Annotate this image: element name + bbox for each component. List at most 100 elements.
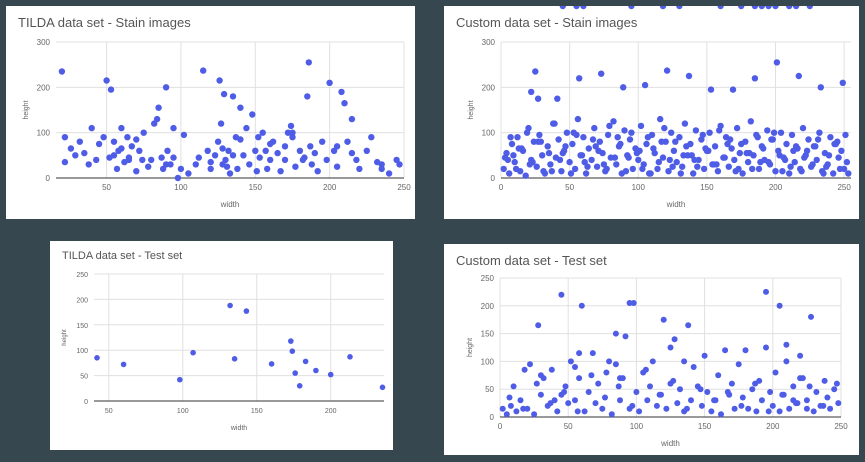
- scatter-point: [647, 383, 653, 390]
- scatter-point: [81, 149, 88, 157]
- scatter-point: [528, 88, 535, 96]
- scatter-point: [820, 402, 827, 409]
- scatter-point: [267, 140, 274, 148]
- scatter-point: [517, 397, 524, 404]
- scatter-point: [614, 134, 621, 141]
- scatter-point: [763, 344, 769, 351]
- scatter-point: [738, 140, 745, 148]
- scatter-point: [786, 170, 793, 177]
- scatter-point: [255, 134, 262, 141]
- scatter-point: [835, 154, 842, 161]
- scatter-point: [158, 154, 165, 161]
- chart-panel-tilda-test: TILDA data set - Test set 0 50 100 150 200 25…: [50, 241, 393, 450]
- scatter-point: [628, 6, 635, 10]
- scatter-point: [504, 156, 512, 164]
- scatter-point: [758, 6, 765, 10]
- scatter-point: [216, 77, 223, 84]
- scatter-point: [617, 140, 624, 148]
- scatter-point: [783, 341, 790, 348]
- scatter-point: [580, 134, 587, 141]
- scatter-plot: 0 50 100 150 200 250 0 50 100 150 200 250 width heigh…: [467, 274, 848, 448]
- scatter-point: [633, 389, 640, 395]
- scatter-point: [603, 369, 610, 376]
- x-tick-label: 250: [837, 183, 851, 192]
- scatter-point: [567, 358, 574, 365]
- scatter-point: [556, 156, 564, 164]
- y-tick-label: 100: [482, 129, 496, 138]
- scatter-point: [555, 136, 562, 143]
- scatter-point: [663, 67, 671, 74]
- scatter-point: [596, 138, 603, 145]
- scatter-point: [615, 383, 622, 390]
- scatter-point: [603, 165, 610, 173]
- scatter-point: [592, 400, 599, 407]
- scatter-point: [536, 131, 543, 139]
- y-tick-label: 300: [37, 38, 51, 47]
- scatter-point: [637, 122, 645, 130]
- scatter-point: [673, 158, 680, 166]
- scatter-point: [162, 84, 170, 91]
- scatter-point: [714, 168, 722, 175]
- scatter-point: [665, 168, 672, 175]
- scatter-point: [672, 138, 679, 145]
- scatter-point: [67, 145, 75, 152]
- scatter-point: [563, 129, 571, 136]
- chart-title: Custom data set - Test set: [456, 253, 607, 268]
- scatter-point: [725, 163, 732, 170]
- x-axis-title: width: [666, 200, 686, 209]
- scatter-point: [559, 149, 566, 157]
- scatter-point: [561, 389, 568, 395]
- scatter-point: [256, 154, 263, 161]
- scatter-point: [724, 140, 731, 148]
- scatter-point: [680, 152, 687, 159]
- scatter-point: [226, 170, 234, 177]
- scatter-point: [554, 95, 561, 102]
- scatter-point: [118, 124, 125, 132]
- x-axis-title: width: [660, 439, 680, 448]
- scatter-point: [731, 405, 738, 412]
- chart-title: TILDA data set - Test set: [62, 250, 183, 262]
- scatter-point: [683, 143, 690, 150]
- scatter-point: [140, 129, 147, 136]
- scatter-point: [711, 397, 718, 404]
- scatter-point: [654, 165, 661, 173]
- scatter-point: [798, 168, 805, 175]
- scatter-point: [567, 170, 575, 177]
- scatter-point: [757, 158, 764, 166]
- scatter-point: [729, 86, 737, 93]
- scatter-point: [622, 333, 629, 340]
- scatter-point: [629, 165, 636, 173]
- scatter-point: [539, 152, 546, 159]
- scatter-point: [786, 6, 793, 10]
- x-axis-title: width: [220, 200, 240, 209]
- scatter-point: [661, 124, 668, 132]
- scatter-point: [164, 147, 171, 154]
- scatter-point: [827, 405, 834, 412]
- scatter-point: [296, 383, 303, 389]
- scatter-point: [155, 104, 162, 111]
- scatter-point: [289, 348, 296, 354]
- scatter-point: [544, 143, 551, 150]
- scatter-point: [690, 170, 697, 177]
- scatter-point: [207, 165, 214, 173]
- scatter-point: [677, 170, 684, 177]
- scatter-point: [231, 356, 238, 362]
- scatter-point: [338, 88, 345, 96]
- scatter-point: [289, 129, 296, 136]
- scatter-point: [554, 408, 561, 415]
- scatter-point: [667, 344, 674, 351]
- scatter-point: [842, 131, 849, 139]
- scatter-point: [612, 361, 619, 368]
- scatter-point: [88, 124, 95, 132]
- scatter-point: [717, 6, 724, 10]
- scatter-point: [524, 405, 531, 412]
- scatter-point: [620, 84, 627, 91]
- y-tick-label: 250: [481, 274, 495, 283]
- scatter-point: [809, 161, 816, 168]
- scatter-point: [691, 156, 698, 164]
- y-tick-label: 50: [485, 385, 494, 394]
- scatter-point: [323, 156, 330, 164]
- scatter-point: [225, 147, 232, 154]
- x-tick-label: 100: [174, 183, 188, 192]
- x-tick-label: 150: [249, 183, 263, 192]
